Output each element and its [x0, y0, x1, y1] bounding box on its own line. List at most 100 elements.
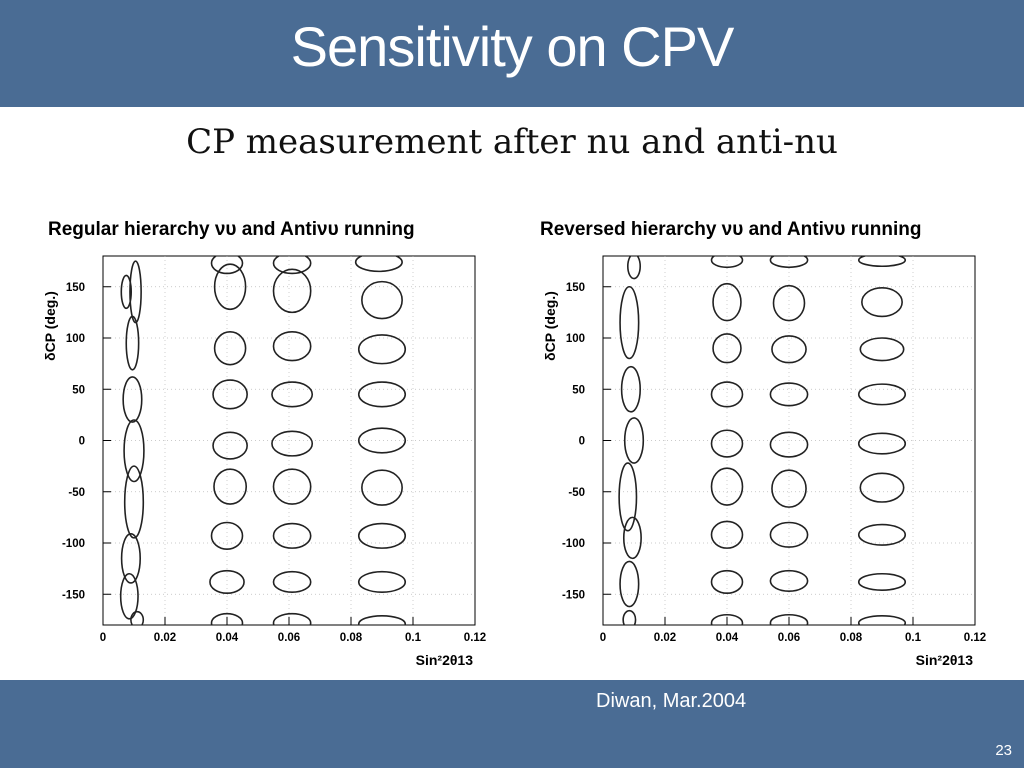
header-divider — [0, 107, 1024, 110]
contour-ellipse — [272, 522, 312, 549]
y-tick-label: 150 — [566, 282, 585, 294]
x-tick-label: 0.1 — [905, 632, 922, 644]
y-tick-label: -150 — [562, 589, 585, 601]
contour-ellipse — [769, 613, 809, 625]
figure-title: CP measurement after nu and anti-nu — [186, 122, 838, 162]
contour-ellipse — [620, 365, 642, 413]
contour-ellipse — [769, 256, 809, 269]
contour-ellipse — [772, 284, 806, 322]
x-tick-label: 0.06 — [778, 632, 800, 644]
x-tick-label: 0.06 — [278, 632, 300, 644]
contour-ellipse — [209, 569, 245, 595]
x-tick-label: 0.08 — [840, 632, 863, 644]
y-tick-label: 0 — [79, 436, 85, 448]
y-tick-label: 150 — [66, 282, 85, 294]
contour-ellipse — [619, 560, 640, 608]
contour-ellipse — [272, 612, 312, 625]
chart-title: Regular hierarchy νυ and Antiνυ running — [48, 219, 415, 240]
contour-ellipse — [210, 256, 244, 275]
y-tick-label: 0 — [579, 436, 585, 448]
y-axis-title: δCP (deg.) — [542, 291, 558, 361]
slide-title: Sensitivity on CPV — [290, 15, 735, 78]
chart-panel-regular: Regular hierarchy νυ and Antiνυ running 0… — [42, 219, 486, 668]
contour-ellipse — [771, 335, 807, 364]
contour-ellipse — [272, 256, 312, 275]
contour-ellipse — [859, 472, 905, 503]
contour-ellipse — [357, 334, 407, 365]
contour-ellipse — [861, 286, 903, 318]
contour-ellipse — [212, 431, 248, 460]
contour-ellipse — [857, 432, 907, 455]
contour-ellipse — [857, 572, 907, 591]
contour-ellipse — [130, 610, 145, 625]
contour-ellipse — [357, 570, 407, 594]
y-tick-label: 50 — [72, 384, 85, 396]
contour-ellipse — [213, 331, 247, 366]
y-axis-title: δCP (deg.) — [42, 291, 58, 361]
contour-ellipse — [120, 274, 133, 310]
contour-ellipse — [857, 614, 907, 625]
chart-panel-reversed: Reversed hierarchy νυ and Antiνυ running… — [540, 219, 986, 668]
slide-header — [0, 0, 1024, 107]
contour-ellipse — [361, 469, 403, 506]
contour-ellipse — [272, 570, 312, 594]
contour-ellipse — [857, 256, 907, 268]
chart-title: Reversed hierarchy νυ and Antiνυ running — [540, 219, 921, 240]
x-tick-label: 0.02 — [154, 632, 176, 644]
contour-ellipse — [213, 263, 247, 311]
contour-ellipse — [210, 612, 244, 625]
contour-ellipse — [710, 467, 744, 506]
contour-ellipse — [271, 430, 314, 457]
y-tick-label: -50 — [568, 487, 585, 499]
x-tick-label: 0.12 — [964, 632, 986, 644]
contour-ellipse — [272, 331, 312, 362]
contour-group — [618, 256, 907, 625]
x-tick-label: 0.04 — [216, 632, 239, 644]
contour-ellipse — [712, 333, 742, 364]
contour-ellipse — [771, 469, 807, 508]
y-tick-label: 100 — [566, 333, 585, 345]
contour-ellipse — [710, 569, 744, 595]
contour-ellipse — [710, 613, 744, 625]
contour-ellipse — [769, 382, 809, 407]
contour-ellipse — [272, 468, 312, 505]
x-tick-label: 0.04 — [716, 632, 739, 644]
contour-ellipse — [622, 609, 637, 625]
contour-ellipse — [357, 522, 407, 549]
contour-ellipse — [710, 429, 744, 458]
y-tick-label: -150 — [62, 589, 85, 601]
x-tick-label: 0.08 — [340, 632, 363, 644]
cp-sensitivity-figure: Regular hierarchy νυ and Antiνυ running 0… — [42, 219, 986, 668]
contour-ellipse — [710, 520, 744, 549]
contour-ellipse — [119, 572, 139, 620]
contour-ellipse — [857, 383, 907, 406]
x-axis-title: Sin²2θ13 — [916, 652, 974, 668]
contour-ellipse — [123, 419, 145, 483]
contour-ellipse — [357, 614, 407, 625]
x-tick-label: 0.1 — [405, 632, 422, 644]
contour-ellipse — [619, 285, 640, 360]
contour-ellipse — [710, 381, 744, 408]
x-tick-label: 0 — [600, 632, 606, 644]
contour-ellipse — [769, 569, 809, 592]
contour-ellipse — [710, 256, 744, 269]
contour-ellipse — [210, 521, 244, 550]
contour-ellipse — [123, 465, 145, 539]
contour-ellipse — [712, 282, 742, 322]
x-tick-label: 0.12 — [464, 632, 486, 644]
y-tick-label: -100 — [562, 538, 585, 550]
contour-ellipse — [622, 516, 642, 560]
contour-ellipse — [859, 337, 905, 362]
page-number: 23 — [995, 742, 1012, 759]
slide-footer — [0, 680, 1024, 768]
contour-ellipse — [627, 256, 641, 280]
contour-ellipse — [361, 280, 403, 320]
contour-ellipse — [623, 417, 645, 464]
x-axis-title: Sin²2θ13 — [416, 652, 474, 668]
contour-ellipse — [120, 532, 141, 584]
contour-ellipse — [129, 260, 142, 324]
y-tick-label: 50 — [572, 384, 585, 396]
y-tick-label: 100 — [66, 333, 85, 345]
credit-text: Diwan, Mar.2004 — [596, 690, 747, 712]
contour-ellipse — [618, 462, 638, 532]
